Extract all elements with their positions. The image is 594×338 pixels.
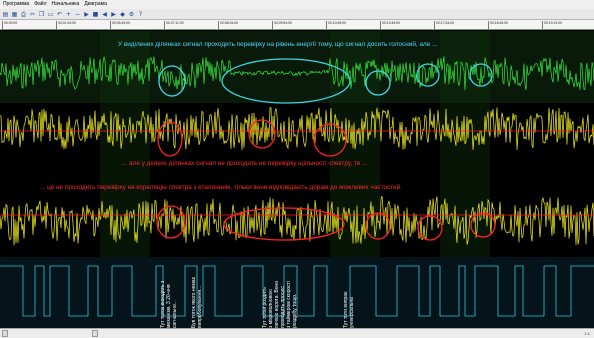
energy-waveform (0, 56, 594, 91)
spectrum-density-caption: ... але у деяких ділянках сигнал не прох… (122, 160, 368, 167)
ruler-tick: 00:17:34:00 (434, 21, 454, 29)
correlation-fail-marker (365, 212, 391, 240)
correlation-fail-marker (470, 212, 496, 238)
waveform-canvas (0, 31, 594, 328)
ruler-tick: 00:05:45:00 (110, 21, 130, 29)
energy-pass-marker (365, 70, 391, 96)
yellow-track-2-bg (0, 177, 594, 257)
signal-view[interactable]: У виділених ділянках сигнал проходить пе… (0, 31, 594, 328)
ruler-tick: 00:09:53:00 (272, 21, 292, 29)
zoom-in-icon[interactable]: + (65, 10, 72, 18)
status-bar: 1:1 (0, 328, 594, 338)
annotation-note-1: Тут тоток виходить з механізм. З 20-ння … (160, 280, 178, 328)
density-fail-marker (157, 121, 183, 157)
scroll-left-button[interactable] (2, 330, 8, 337)
vad-decision-track (0, 265, 594, 317)
ruler-tick: 00:18:45:00 (488, 21, 508, 29)
paste-icon[interactable]: ▭ (47, 10, 54, 18)
ruler-tick: 00:13:45:00 (380, 21, 400, 29)
spectral-density-waveform (0, 107, 594, 151)
copy-icon[interactable]: ❐ (38, 10, 45, 18)
help-icon[interactable]: ? (138, 10, 143, 18)
green-track-caption: У виділених ділянках сигнал проходить пе… (118, 41, 438, 48)
ruler-tick: 00:07:11:00 (164, 21, 184, 29)
menu-item-2[interactable]: Начальника (51, 1, 80, 7)
scroll-right-button[interactable] (92, 330, 98, 337)
menu-item-0[interactable]: Программа (3, 1, 30, 7)
prev-icon[interactable]: ◀ (102, 10, 107, 18)
annotation-note-2: Був тоток якого немає випробовування... (191, 276, 203, 328)
save-icon[interactable]: ▦ (11, 10, 18, 18)
energy-pass-marker (469, 63, 493, 87)
play-icon[interactable]: ▶ (84, 10, 89, 18)
density-fail-marker (313, 123, 347, 157)
ruler-tick: 00:19:13:00 (542, 21, 562, 29)
menu-item-3[interactable]: Диаграма (84, 1, 107, 7)
stop-icon[interactable]: ■ (92, 10, 99, 18)
correlation-fail-marker (417, 215, 443, 241)
toolbar: ▤ ▦ ⎙ ✂ ❐ ▭ ↶ + − ▶ ■ ◀ ▶ ◆ ⚙? (0, 9, 594, 20)
highlight-band (100, 31, 150, 257)
ruler-tick: 00:01:34:00 (56, 21, 76, 29)
correlation-fail-marker (223, 207, 345, 241)
correlation-fail-marker (156, 205, 186, 239)
annotation-note-3: Тут тотки роздить з мікроволновою печією… (262, 280, 298, 328)
density-fail-marker (248, 119, 276, 149)
menu-item-1[interactable]: Файл (34, 1, 47, 7)
settings-icon[interactable]: ⚙ (128, 10, 135, 18)
ruler-tick: 00:08:26:00 (218, 21, 238, 29)
menu-bar: Программа Файл Начальника Диаграма (0, 0, 594, 9)
marker-icon[interactable]: ◆ (120, 10, 125, 18)
ruler-tick: 00:00:00 (2, 21, 17, 29)
energy-pass-marker (158, 65, 186, 97)
zoom-out-icon[interactable]: − (74, 10, 81, 18)
open-icon[interactable]: ▤ (2, 10, 9, 18)
ruler-tick: 00:10:45:00 (326, 21, 346, 29)
next-icon[interactable]: ▶ (111, 10, 116, 18)
undo-icon[interactable]: ↶ (56, 10, 63, 18)
time-ruler[interactable]: 00:00:00 00:01:34:00 00:05:45:00 00:07:11:0… (0, 20, 594, 30)
cut-icon[interactable]: ✂ (29, 10, 36, 18)
print-icon[interactable]: ⎙ (21, 10, 26, 18)
annotation-note-4: Тут тоти випрає універсальна (343, 291, 355, 328)
energy-pass-marker (221, 58, 351, 104)
zoom-level: 1:1 (584, 331, 590, 336)
energy-pass-marker (416, 63, 440, 87)
correlation-caption: ... це не проходить перевірку на кореляц… (40, 184, 402, 191)
